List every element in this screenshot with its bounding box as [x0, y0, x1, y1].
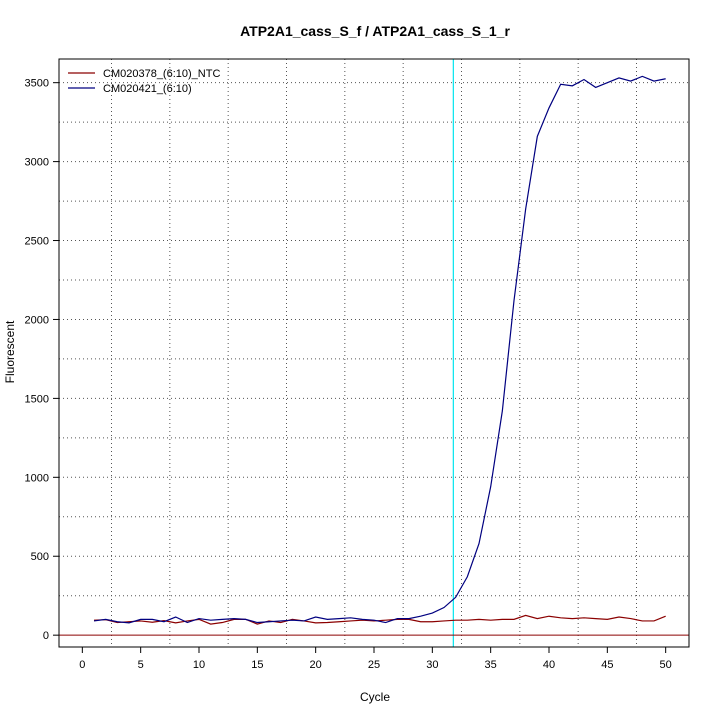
x-tick-label: 40 [543, 659, 555, 671]
y-tick-label: 2000 [25, 314, 49, 326]
x-tick-label: 10 [193, 659, 205, 671]
grid-layer [59, 59, 689, 647]
y-axis: 0 500 1000 1500 2000 2500 3000 3500 [25, 78, 59, 642]
chart-title: ATP2A1_cass_S_f / ATP2A1_cass_S_1_r [240, 23, 510, 39]
y-tick-label: 3000 [25, 157, 49, 169]
x-tick-label: 45 [601, 659, 613, 671]
y-tick-label: 1500 [25, 393, 49, 405]
x-tick-label: 35 [485, 659, 497, 671]
x-tick-label: 50 [660, 659, 672, 671]
x-tick-label: 0 [79, 659, 85, 671]
x-tick-label: 5 [138, 659, 144, 671]
y-tick-label: 0 [43, 630, 49, 642]
y-tick-label: 1000 [25, 472, 49, 484]
series-line-1 [93, 614, 666, 625]
threshold-layer [59, 59, 689, 647]
legend: CM020378_(6:10)_NTC CM020421_(6:10) [68, 68, 220, 95]
x-tick-label: 20 [310, 659, 322, 671]
x-axis-label: Cycle [360, 690, 390, 704]
x-tick-label: 30 [426, 659, 438, 671]
y-tick-label: 2500 [25, 236, 49, 248]
y-axis-label: Fluorescent [3, 320, 17, 383]
x-tick-label: 15 [251, 659, 263, 671]
series-layer [93, 75, 666, 625]
y-tick-label: 3500 [25, 78, 49, 90]
legend-label-1: CM020378_(6:10)_NTC [103, 68, 220, 80]
y-tick-label: 500 [31, 551, 49, 563]
series-line-2 [93, 75, 666, 624]
x-axis: 0 5 10 15 20 25 30 35 40 45 50 [79, 647, 672, 671]
legend-label-2: CM020421_(6:10) [103, 83, 192, 95]
x-tick-label: 25 [368, 659, 380, 671]
